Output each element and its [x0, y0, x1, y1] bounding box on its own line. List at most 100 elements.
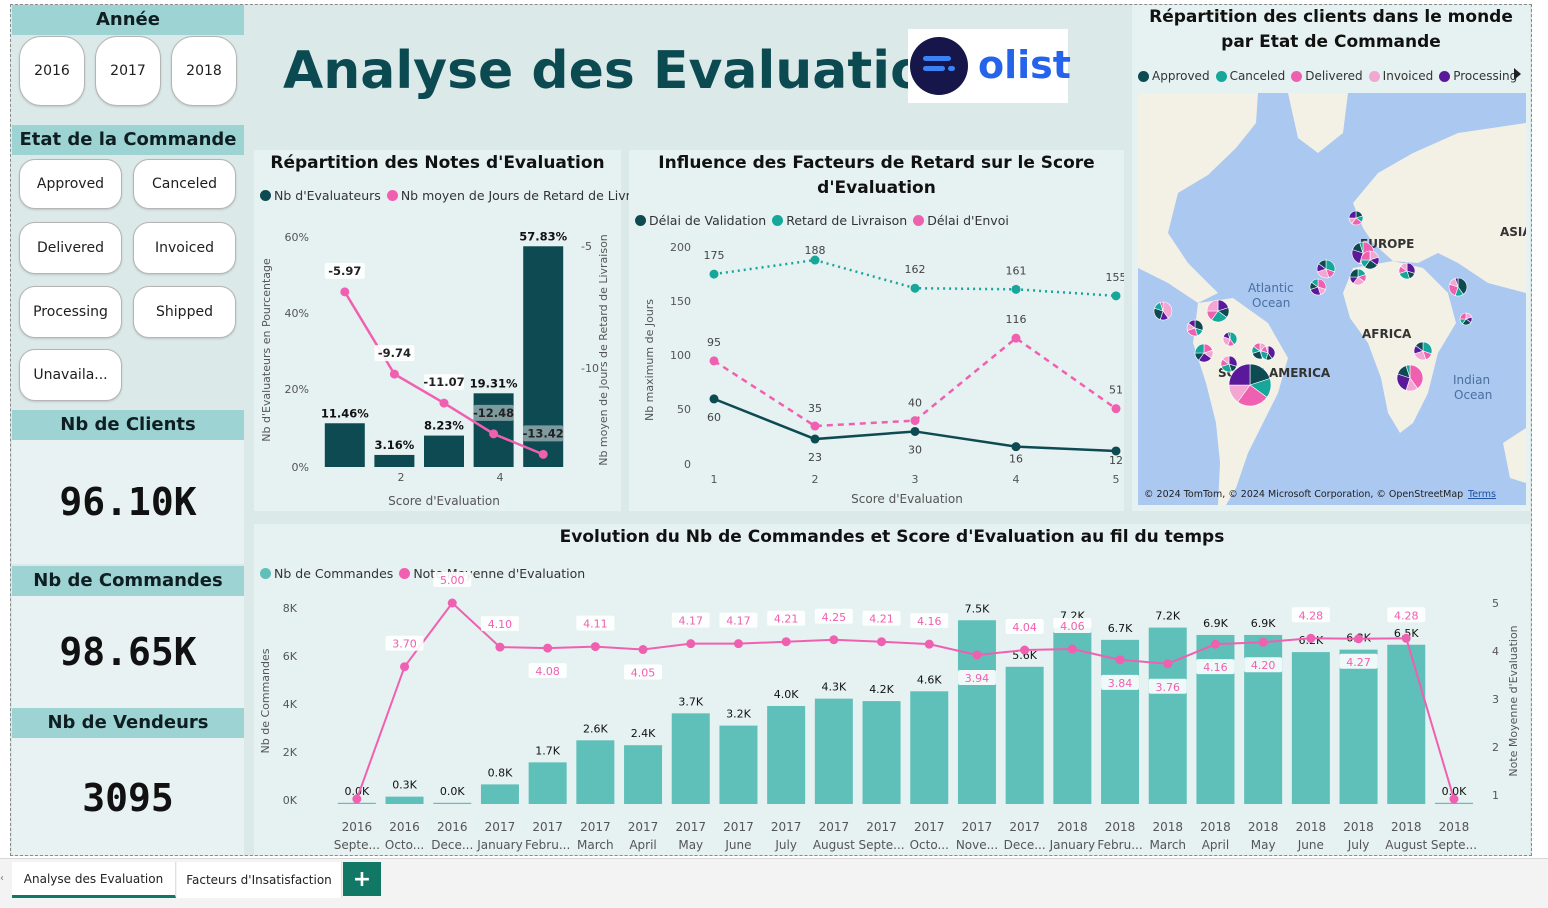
map-bubble[interactable] [1228, 363, 1272, 407]
delay-series-point[interactable] [1111, 404, 1121, 414]
map-bubble[interactable] [1348, 210, 1364, 226]
timeline-bar[interactable] [1291, 652, 1330, 804]
timeline-bar[interactable] [1387, 644, 1426, 804]
timeline-bar[interactable] [433, 802, 472, 804]
timeline-bar[interactable] [1005, 666, 1044, 804]
timeline-note-point[interactable] [1020, 645, 1030, 655]
timeline-note-point[interactable] [1449, 794, 1459, 804]
timeline-note-point[interactable] [590, 642, 600, 652]
timeline-note-point[interactable] [1401, 633, 1411, 643]
timeline-bar[interactable] [1148, 627, 1187, 804]
timeline-bar[interactable] [957, 620, 996, 804]
map-bubble[interactable] [1186, 319, 1204, 337]
map-bubble[interactable] [1413, 341, 1433, 361]
status-invoiced-button[interactable]: Invoiced [133, 222, 236, 274]
map-bubble[interactable] [1206, 299, 1230, 323]
timeline-bar[interactable] [480, 784, 519, 804]
timeline-note-point[interactable] [495, 642, 505, 652]
delay-series-point[interactable] [709, 356, 719, 366]
delay-series-point[interactable] [910, 416, 920, 426]
timeline-note-point[interactable] [877, 637, 887, 647]
status-unavailable-button[interactable]: Unavaila... [19, 349, 122, 401]
map-bubble[interactable] [1222, 331, 1238, 347]
year-2018-button[interactable]: 2018 [171, 36, 237, 106]
timeline-bar[interactable] [862, 701, 901, 804]
timeline-bar[interactable] [1053, 627, 1092, 804]
timeline-note-point[interactable] [1354, 634, 1364, 644]
map-bubble[interactable] [1220, 355, 1238, 373]
delay-series-point[interactable] [810, 255, 820, 265]
timeline-note-point[interactable] [400, 662, 410, 672]
timeline-bar[interactable] [767, 706, 806, 804]
map-bubble[interactable] [1360, 250, 1380, 270]
timeline-bar[interactable] [576, 740, 615, 804]
delay-series-point[interactable] [1011, 333, 1021, 343]
tabs-scroll-left-icon[interactable]: ‹ [0, 873, 4, 884]
timeline-note-point[interactable] [924, 639, 934, 649]
timeline-note-point[interactable] [543, 643, 553, 653]
delay-series-point[interactable] [709, 269, 719, 279]
notes-retard-point[interactable] [340, 287, 350, 297]
timeline-note-point[interactable] [1258, 637, 1268, 647]
timeline-note-point[interactable] [638, 645, 648, 655]
year-2016-button[interactable]: 2016 [19, 36, 85, 106]
timeline-bar[interactable] [624, 745, 663, 804]
timeline-note-point[interactable] [1210, 639, 1220, 649]
delay-series-point[interactable] [810, 434, 820, 444]
map-bubble[interactable] [1194, 343, 1214, 363]
timeline-bar[interactable] [1101, 639, 1140, 804]
map-bubble[interactable] [1398, 262, 1416, 280]
timeline-bar[interactable] [385, 796, 424, 804]
timeline-note-point[interactable] [1115, 655, 1125, 665]
timeline-note-point[interactable] [1163, 659, 1173, 669]
status-delivered-button[interactable]: Delivered [19, 222, 122, 274]
status-approved-button[interactable]: Approved [19, 159, 122, 209]
notes-retard-point[interactable] [489, 429, 499, 439]
map-bubble[interactable] [1459, 312, 1473, 326]
delay-series-point[interactable] [1011, 284, 1021, 294]
notes-bar[interactable] [324, 423, 365, 467]
map-bubble[interactable] [1396, 364, 1424, 392]
timeline-note-point[interactable] [1306, 633, 1316, 643]
delay-series-point[interactable] [810, 421, 820, 431]
timeline-note-point[interactable] [686, 639, 696, 649]
delay-series-point[interactable] [709, 394, 719, 404]
timeline-note-point[interactable] [972, 650, 982, 660]
notes-bar[interactable] [374, 454, 415, 467]
delay-series-point[interactable] [1011, 442, 1021, 452]
tab-analyse-evaluation[interactable]: Analyse des Evaluation [12, 862, 176, 898]
map-bubble[interactable] [1153, 301, 1173, 321]
map-bubble[interactable] [1448, 277, 1468, 297]
timeline-note-point[interactable] [829, 635, 839, 645]
delay-series-point[interactable] [910, 426, 920, 436]
status-canceled-button[interactable]: Canceled [133, 159, 236, 209]
timeline-note-point[interactable] [781, 637, 791, 647]
map-bubble[interactable] [1260, 345, 1276, 361]
delay-series-point[interactable] [910, 283, 920, 293]
notes-retard-point[interactable] [538, 449, 548, 459]
add-page-button[interactable]: + [343, 862, 381, 896]
timeline-bar[interactable] [719, 725, 758, 804]
status-processing-button[interactable]: Processing [19, 286, 122, 338]
year-2017-button[interactable]: 2017 [95, 36, 161, 106]
tab-facteurs-insatisfaction[interactable]: Facteurs d'Insatisfaction [177, 862, 342, 898]
notes-retard-point[interactable] [389, 369, 399, 379]
status-shipped-button[interactable]: Shipped [133, 286, 236, 338]
delay-series-point[interactable] [1111, 446, 1121, 456]
legend-scroll-right-icon[interactable] [1514, 68, 1521, 80]
delay-series-point[interactable] [1111, 291, 1121, 301]
timeline-note-point[interactable] [733, 639, 743, 649]
notes-bar[interactable] [424, 435, 464, 467]
timeline-note-point[interactable] [447, 598, 457, 608]
timeline-bar[interactable] [1339, 649, 1378, 804]
timeline-note-point[interactable] [1067, 644, 1077, 654]
map-bubble[interactable] [1316, 259, 1336, 279]
timeline-note-point[interactable] [352, 794, 362, 804]
timeline-bar[interactable] [671, 713, 710, 804]
notes-retard-point[interactable] [439, 398, 449, 408]
timeline-bar[interactable] [910, 691, 949, 804]
map-terms-link[interactable]: Terms [1467, 489, 1496, 500]
map-bubble[interactable] [1349, 268, 1367, 286]
map-bubble[interactable] [1309, 278, 1327, 296]
